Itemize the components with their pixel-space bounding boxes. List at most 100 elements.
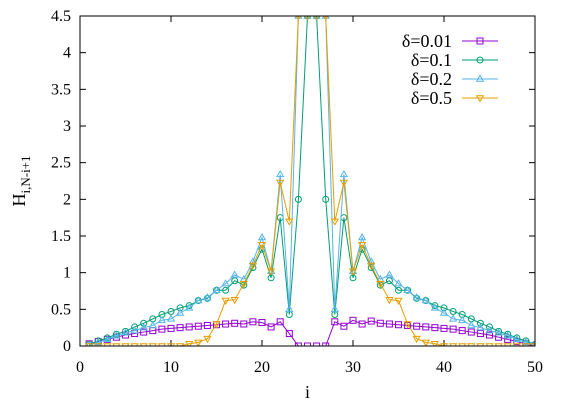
legend-label: δ=0.01 xyxy=(402,31,452,51)
series-2 xyxy=(85,16,535,346)
point-triangle-down xyxy=(112,343,121,346)
point-square xyxy=(376,319,384,327)
point-triangle-up xyxy=(458,315,467,324)
point-triangle-up xyxy=(266,266,276,274)
point-square xyxy=(467,328,475,336)
x-tick-label: 30 xyxy=(345,359,361,376)
point-triangle-up xyxy=(103,334,112,343)
point-circle xyxy=(131,323,139,331)
series-line xyxy=(89,16,535,346)
point-triangle-down xyxy=(394,297,403,305)
point-triangle-up xyxy=(503,331,512,339)
point-triangle-down xyxy=(185,341,194,346)
point-triangle-down xyxy=(239,280,248,289)
point-square xyxy=(285,330,293,338)
point-circle xyxy=(476,56,484,64)
point-square xyxy=(176,324,184,332)
point-triangle-up xyxy=(212,285,221,294)
point-triangle-up xyxy=(157,315,167,324)
y-axis-title-main: H xyxy=(9,194,29,207)
legend: δ=0.01δ=0.1δ=0.2δ=0.5 xyxy=(402,31,498,108)
point-square xyxy=(476,330,484,338)
legend-label: δ=0.2 xyxy=(411,69,452,89)
point-square xyxy=(331,318,339,326)
y-tick-label: 2.5 xyxy=(51,155,71,172)
point-triangle-down xyxy=(230,297,239,305)
point-triangle-up xyxy=(348,266,358,274)
point-triangle-down xyxy=(330,218,339,226)
point-square xyxy=(249,318,257,326)
point-triangle-down xyxy=(467,343,476,346)
point-circle xyxy=(476,319,484,327)
point-square xyxy=(504,335,512,343)
point-triangle-down xyxy=(266,268,276,276)
legend-item: δ=0.2 xyxy=(411,69,498,89)
point-triangle-up xyxy=(276,169,285,178)
point-square xyxy=(294,342,302,346)
point-square xyxy=(322,342,330,346)
point-triangle-down xyxy=(476,343,485,346)
point-triangle-up xyxy=(385,270,394,278)
point-square xyxy=(231,319,239,327)
point-triangle-up xyxy=(303,16,312,19)
tick-labels: 0 10 20 30 40 50 0 0.5 1 1.5 2 2.5 3 3.5 4 4.5 xyxy=(51,8,543,376)
point-circle xyxy=(140,319,148,327)
point-triangle-up xyxy=(175,308,185,316)
point-circle xyxy=(222,286,230,294)
point-triangle-down xyxy=(475,95,485,103)
point-triangle-up xyxy=(203,293,212,301)
point-triangle-up xyxy=(476,323,485,331)
point-triangle-up xyxy=(194,296,203,304)
point-triangle-down xyxy=(304,16,311,21)
point-square xyxy=(431,324,439,332)
point-square xyxy=(304,342,311,346)
svg-text:Hi,N-i+1: Hi,N-i+1 xyxy=(9,155,33,206)
point-square xyxy=(276,318,284,326)
point-triangle-up xyxy=(86,340,93,346)
point-triangle-down xyxy=(485,343,494,346)
y-tick-label: 3.5 xyxy=(51,81,71,98)
point-triangle-down xyxy=(148,343,157,346)
plot-frame xyxy=(79,15,536,347)
point-triangle-up xyxy=(439,308,449,316)
point-triangle-up xyxy=(312,16,321,19)
y-tick-label: 2 xyxy=(63,191,71,208)
y-tick-label: 1 xyxy=(63,265,71,282)
point-triangle-down xyxy=(103,343,112,346)
point-circle xyxy=(376,281,384,289)
point-square xyxy=(486,331,493,339)
point-square xyxy=(413,322,421,330)
series-4 xyxy=(84,16,535,346)
point-triangle-up xyxy=(130,326,139,334)
series-line xyxy=(88,16,535,346)
point-triangle-up xyxy=(467,321,476,329)
y-axis-title: Hi,N-i+1 xyxy=(9,155,33,206)
point-circle xyxy=(294,195,302,203)
point-triangle-down xyxy=(276,179,285,187)
point-circle xyxy=(395,286,402,294)
point-square xyxy=(167,324,175,332)
point-triangle-up xyxy=(185,303,194,311)
x-tick-label: 40 xyxy=(436,359,452,376)
point-triangle-down xyxy=(348,268,358,276)
series-line xyxy=(88,16,535,345)
point-triangle-down xyxy=(295,16,301,21)
point-triangle-up xyxy=(421,296,430,304)
point-triangle-down xyxy=(257,242,267,250)
point-triangle-up xyxy=(412,293,421,301)
point-triangle-up xyxy=(221,279,230,287)
point-triangle-down xyxy=(339,179,349,187)
point-triangle-up xyxy=(357,233,367,241)
point-triangle-down xyxy=(503,343,512,346)
point-triangle-up xyxy=(512,334,521,343)
point-square xyxy=(140,328,148,336)
point-square xyxy=(458,327,466,335)
y-axis-title-sub: i,N-i+1 xyxy=(18,155,33,193)
point-square xyxy=(476,37,484,45)
point-triangle-up xyxy=(94,337,103,346)
point-square xyxy=(240,320,248,328)
point-square xyxy=(404,321,412,329)
point-square xyxy=(267,323,275,331)
point-triangle-down xyxy=(248,262,258,270)
